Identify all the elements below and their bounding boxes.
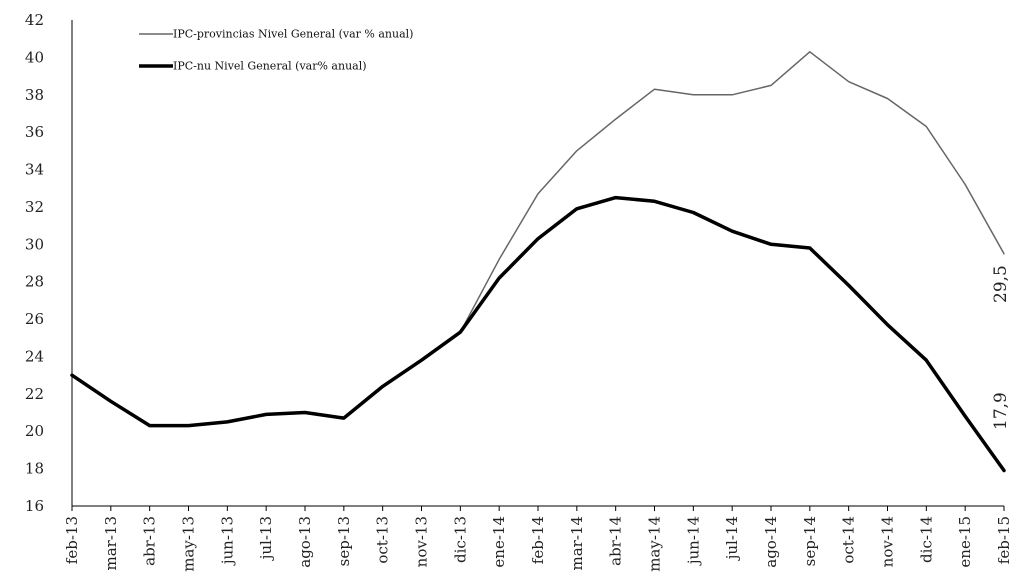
x-tick-label: ene-15 xyxy=(956,516,974,568)
x-tick-label: ago-13 xyxy=(296,516,314,568)
y-tick-label: 32 xyxy=(25,198,44,216)
legend: IPC-provincias Nivel General (var % anua… xyxy=(139,28,413,73)
x-tick-label: oct-14 xyxy=(840,516,858,564)
y-axis: 16 18 20 22 24 26 28 30 32 34 36 38 40 42 xyxy=(25,11,73,515)
end-label-nu: 17,9 xyxy=(991,392,1011,430)
y-tick-label: 38 xyxy=(25,86,44,104)
y-tick-label: 20 xyxy=(25,422,44,440)
y-tick-label: 18 xyxy=(25,460,44,478)
x-tick-label: may-13 xyxy=(180,516,198,572)
y-tick-label: 40 xyxy=(25,48,44,66)
y-tick-label: 24 xyxy=(25,347,44,365)
y-tick-label: 26 xyxy=(25,310,44,328)
x-tick-label: may-14 xyxy=(646,516,664,572)
y-tick-label: 30 xyxy=(25,235,44,253)
x-tick-label: nov-14 xyxy=(879,516,897,567)
x-tick-label: feb-15 xyxy=(995,516,1013,564)
series-layer xyxy=(70,51,1006,473)
x-axis: feb-13 mar-13 abr-13 may-13 jun-13 jul-13 ago-… xyxy=(63,505,1013,572)
x-tick-label: mar-14 xyxy=(568,516,586,571)
x-tick-label: feb-14 xyxy=(529,516,547,564)
x-tick-label: oct-13 xyxy=(374,516,392,564)
end-label-provincias: 29,5 xyxy=(991,265,1011,303)
y-tick-label: 42 xyxy=(25,11,44,29)
y-tick-label: 28 xyxy=(25,273,44,291)
y-tick-label: 16 xyxy=(25,497,44,515)
x-tick-label: feb-13 xyxy=(63,516,81,564)
y-tick-label: 34 xyxy=(25,161,44,179)
x-tick-label: jun-13 xyxy=(218,516,236,566)
x-tick-label: mar-13 xyxy=(102,516,120,571)
series-line-nu xyxy=(70,195,1006,473)
legend-label-provincias: IPC-provincias Nivel General (var % anua… xyxy=(173,28,413,41)
x-tick-label: jul-14 xyxy=(723,516,741,561)
x-tick-label: abr-14 xyxy=(607,516,625,566)
x-tick-label: sep-13 xyxy=(335,516,353,566)
x-tick-label: dic-14 xyxy=(917,516,935,563)
x-tick-label: abr-13 xyxy=(141,516,159,566)
x-tick-label: jun-14 xyxy=(684,516,702,566)
x-tick-label: dic-13 xyxy=(451,516,469,563)
x-tick-label: jul-13 xyxy=(257,516,275,561)
x-tick-label: ene-14 xyxy=(490,516,508,568)
legend-label-nu: IPC-nu Nivel General (var% anual) xyxy=(173,60,367,73)
x-tick-label: ago-14 xyxy=(762,516,780,568)
y-tick-label: 22 xyxy=(25,385,44,403)
y-tick-label: 36 xyxy=(25,123,44,141)
x-tick-label: nov-13 xyxy=(413,516,431,567)
x-tick-label: sep-14 xyxy=(801,516,819,566)
